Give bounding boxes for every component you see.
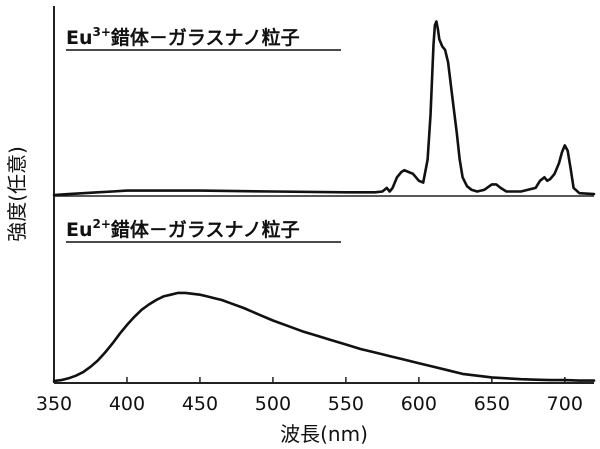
x-tick-label: 600: [401, 393, 437, 415]
x-tick-label: 550: [328, 393, 364, 415]
panel-top-title: Eu3+錯体－ガラスナノ粒子: [66, 25, 341, 51]
eu3-spectrum-line: [52, 20, 596, 197]
panel-bottom-title-text: Eu2+錯体－ガラスナノ粒子: [66, 217, 300, 241]
x-tick-label: 350: [36, 393, 72, 415]
x-tick-label: 700: [547, 393, 583, 415]
x-tick-label: 500: [255, 393, 291, 415]
eu2-spectrum-line: [52, 291, 596, 383]
x-ticks: 350 400 450 500 550 600 650 700: [36, 377, 583, 415]
panel-bottom-title: Eu2+錯体－ガラスナノ粒子: [66, 217, 341, 243]
x-tick-label: 400: [109, 393, 145, 415]
panel-top-series: [52, 20, 596, 197]
y-axis-label: 強度(任意): [5, 146, 29, 242]
x-tick-label: 650: [474, 393, 510, 415]
panel-bottom-series: [52, 291, 596, 383]
x-axis-label: 波長(nm): [280, 422, 368, 446]
x-tick-label: 450: [182, 393, 218, 415]
panel-top-title-text: Eu3+錯体－ガラスナノ粒子: [66, 25, 300, 49]
